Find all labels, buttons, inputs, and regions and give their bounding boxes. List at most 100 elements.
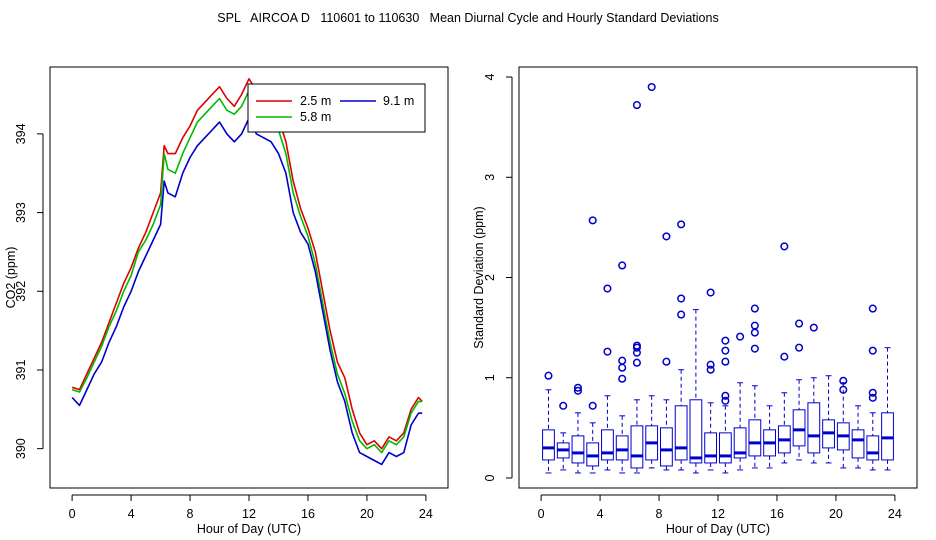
left-x-tick-label: 8 [187,507,194,521]
box-outlier [632,101,641,110]
box-iqr [601,429,614,461]
box-iqr [881,412,894,461]
box-outlier [839,385,848,394]
left-x-tick-label: 16 [301,507,315,521]
legend-label-5-8m: 5.8 m [300,110,331,124]
box-outlier [750,328,759,337]
box-outlier [603,284,612,293]
box-outlier [662,357,671,366]
left-series-lines [71,78,423,466]
box-outlier [588,216,597,225]
box-outlier [618,374,627,383]
box-outlier [750,344,759,353]
left-x-axis-label: Hour of Day (UTC) [197,522,301,536]
series-line-5-8m [71,89,423,454]
left-x-tick-label: 4 [128,507,135,521]
left-x-tick-label: 12 [242,507,256,521]
box-outlier [677,310,686,319]
left-y-tick-label: 390 [14,438,28,459]
box-iqr [792,409,806,447]
figure-title: SPL AIRCOA D 110601 to 110630 Mean Diurn… [217,11,718,25]
right-x-tick-label: 0 [538,507,545,521]
right-x-tick-label: 8 [656,507,663,521]
box-iqr [660,427,673,467]
box-iqr [689,399,703,464]
right-y-tick-label: 3 [483,174,497,181]
box-outlier [632,358,641,367]
right-x-axis: 0 4 8 12 16 20 24 [538,494,902,521]
box-iqr [615,435,629,461]
right-y-axis-label: Standard Deviation (ppm) [472,206,486,348]
box-outlier [588,401,597,410]
box-outlier [721,336,730,345]
box-outlier [795,319,804,328]
box-outlier [809,323,818,332]
box-iqr [866,435,880,461]
left-plot-frame [49,66,449,489]
right-y-axis: 0 1 2 3 4 [483,74,513,481]
legend-box [247,83,426,133]
box-outlier [795,343,804,352]
box-outlier [736,332,745,341]
left-y-axis-label: CO2 (ppm) [4,247,18,309]
right-boxes [542,82,894,474]
left-y-tick-label: 391 [14,359,28,380]
right-plot-frame [518,66,918,489]
box-iqr [704,432,718,464]
left-x-tick-label: 20 [360,507,374,521]
right-x-tick-label: 24 [888,507,902,521]
right-y-tick-label: 2 [483,274,497,281]
box-outlier [868,393,877,402]
box-outlier [868,304,877,313]
box-outlier [647,82,656,92]
box-outlier [780,352,789,361]
box-outlier [544,371,553,380]
box-outlier [559,401,568,410]
right-x-tick-label: 4 [597,507,604,521]
box-outlier [706,365,715,374]
box-iqr [748,419,762,457]
box-iqr [851,429,865,459]
left-x-axis: 0 4 8 12 16 20 24 [69,494,433,521]
box-outlier [750,321,759,330]
left-y-axis: 390 391 392 393 394 [14,123,44,459]
right-y-tick-label: 1 [483,374,497,381]
left-y-tick-label: 393 [14,202,28,223]
legend: 2.5 m 5.8 m 9.1 m [247,83,426,133]
box-outlier [780,242,789,251]
box-outlier [868,346,877,355]
left-x-tick-label: 0 [69,507,76,521]
box-iqr [542,429,555,461]
box-outlier [573,386,583,395]
box-outlier [721,391,730,400]
left-x-tick-label: 24 [419,507,433,521]
box-iqr [733,427,747,459]
series-line-9-1m [71,117,423,466]
box-outlier [706,288,715,297]
left-y-tick-label: 392 [14,281,28,302]
box-iqr [571,435,585,464]
box-outlier [662,232,671,241]
box-outlier [632,341,641,350]
box-iqr [630,425,644,469]
box-outlier [721,357,730,366]
box-outlier [618,363,627,372]
right-x-axis-label: Hour of Day (UTC) [666,522,770,536]
box-outlier [677,220,686,229]
box-outlier [603,347,612,356]
legend-label-9-1m: 9.1 m [383,94,414,108]
right-x-tick-label: 12 [711,507,725,521]
box-outlier [573,383,583,392]
legend-label-2-5m: 2.5 m [300,94,331,108]
box-iqr [586,442,600,467]
box-outlier [839,376,848,385]
right-y-tick-label: 0 [483,474,497,481]
series-line-2-5m [71,78,423,450]
box-iqr [807,402,821,454]
box-outlier [868,388,877,397]
box-iqr [674,405,688,461]
diurnal-cycle-chart: 0 4 8 12 16 20 24 390 391 392 393 394 Hour of Day … [4,66,449,536]
left-y-tick-label: 394 [14,123,28,144]
